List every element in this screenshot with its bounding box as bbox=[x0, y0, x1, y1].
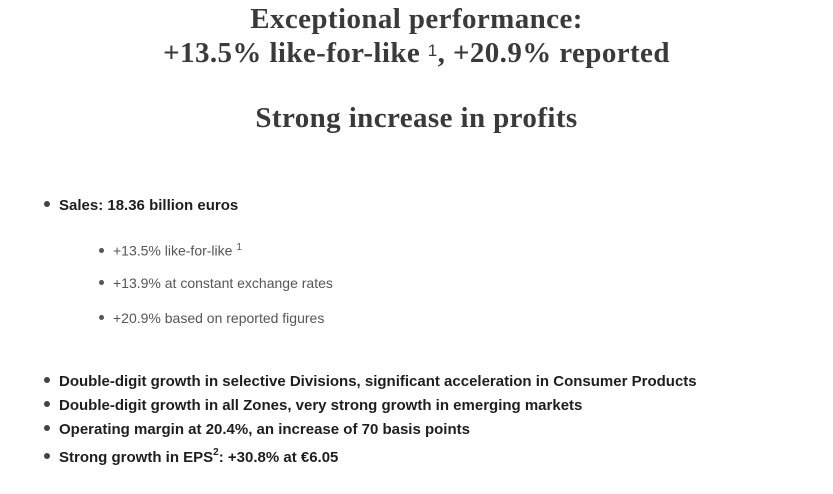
sub-bullet-text: +13.9% at constant exchange rates bbox=[113, 275, 333, 291]
bullet-dot-icon bbox=[44, 377, 50, 383]
sub-bullet-text: +13.5% like-for-like bbox=[113, 242, 237, 259]
bullet-text: Operating margin at 20.4%, an increase o… bbox=[59, 421, 470, 438]
bullet-dot-icon bbox=[44, 425, 50, 431]
bullet-dot-icon bbox=[44, 401, 50, 407]
sub-bullet-text: +20.9% based on reported figures bbox=[113, 310, 325, 326]
title-line-1: Exceptional performance: bbox=[250, 3, 583, 35]
footnote-2: 2 bbox=[213, 447, 219, 458]
bullet-zones: Double-digit growth in all Zones, very s… bbox=[44, 394, 582, 418]
sub-bullet-like-for-like: +13.5% like-for-like 1 bbox=[99, 236, 242, 263]
bullet-operating-margin: Operating margin at 20.4%, an increase o… bbox=[44, 418, 470, 442]
bullet-text: Double-digit growth in selective Divisio… bbox=[59, 373, 697, 390]
bullet-dot-icon bbox=[99, 280, 104, 285]
bullet-dot-icon bbox=[44, 453, 50, 459]
footnote-1: 1 bbox=[236, 242, 242, 253]
sub-bullet-reported: +20.9% based on reported figures bbox=[99, 306, 324, 330]
title-line-2-rest: , +20.9% reported bbox=[437, 37, 670, 69]
bullet-sales: Sales: 18.36 billion euros bbox=[44, 194, 238, 218]
subtitle: Strong increase in profits bbox=[255, 102, 578, 134]
title-line-2-main: +13.5% like-for-like bbox=[163, 37, 428, 69]
bullet-text: Double-digit growth in all Zones, very s… bbox=[59, 397, 583, 414]
title-footnote-1: 1 bbox=[427, 41, 438, 60]
bullet-dot-icon bbox=[44, 201, 50, 207]
bullet-dot-icon bbox=[99, 315, 104, 320]
bullet-dot-icon bbox=[99, 247, 104, 253]
bullet-sales-text: Sales: 18.36 billion euros bbox=[59, 197, 239, 214]
bullet-text-post: : +30.8% at €6.05 bbox=[218, 449, 339, 466]
bullet-text-pre: Strong growth in EPS bbox=[59, 449, 214, 466]
title-line-2: +13.5% like-for-like 1, +20.9% reported bbox=[0, 36, 833, 70]
bullet-eps: Strong growth in EPS2: +30.8% at €6.05 bbox=[44, 442, 338, 470]
sub-bullet-constant-rates: +13.9% at constant exchange rates bbox=[99, 271, 333, 295]
bullet-selective-divisions: Double-digit growth in selective Divisio… bbox=[44, 370, 697, 394]
slide-title-block: Exceptional performance: +13.5% like-for… bbox=[0, 2, 833, 135]
